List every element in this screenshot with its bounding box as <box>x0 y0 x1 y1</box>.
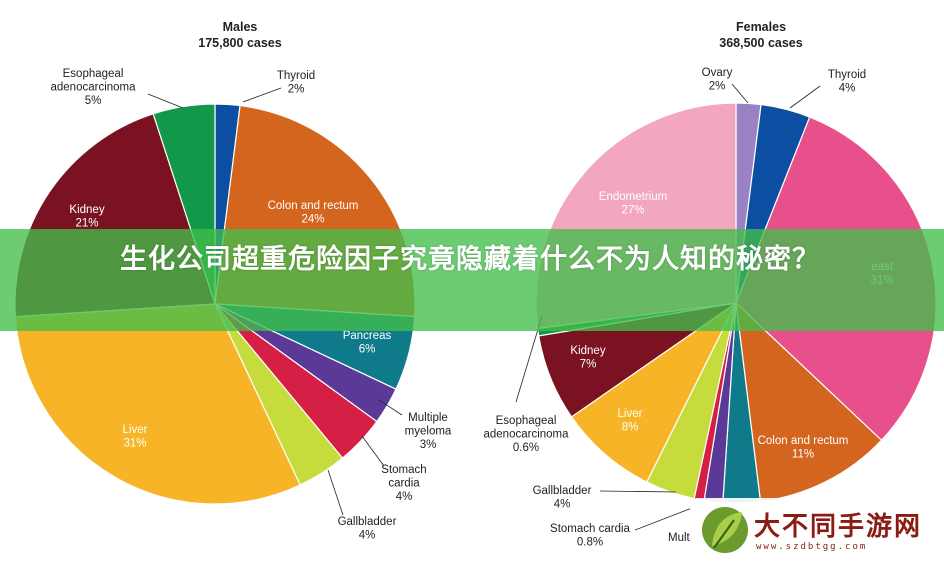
label-thyroid-line: Thyroid <box>277 70 315 82</box>
site-watermark[interactable]: 大不同手游网 www.szdbtgg.com <box>690 498 944 563</box>
label-liver-line: 8% <box>622 422 639 434</box>
label-stomach-cardia-line: Stomach cardia <box>550 523 631 535</box>
chart-subtitle: 175,800 cases <box>198 36 281 50</box>
label-colon-and-rectum: Colon and rectum 24% <box>268 200 359 226</box>
label-endometrium-line: 27% <box>621 205 644 217</box>
label-kidney: Kidney 7% <box>570 345 605 371</box>
chart-title: Males <box>223 20 258 34</box>
label-esophageal-adenocarcinoma-line: adenocarcinoma <box>483 429 569 441</box>
label-kidney-line: Kidney <box>69 204 104 216</box>
label-kidney-line: 21% <box>75 218 98 230</box>
label-stomach-cardia-line: Stomach <box>381 464 426 476</box>
leader-line-gallbladder <box>599 490 677 493</box>
leader-line-thyroid <box>789 85 821 109</box>
label-stomach-cardia-line: 0.8% <box>577 537 603 549</box>
label-gallbladder: Gallbladder 4% <box>533 485 592 511</box>
label-endometrium-line: Endometrium <box>599 191 667 203</box>
label-kidney: Kidney 21% <box>69 204 104 230</box>
label-liver: Liver 8% <box>618 408 643 434</box>
leader-line-ovary <box>731 83 749 104</box>
label-multiple-myeloma-line: Multiple <box>408 412 448 424</box>
leader-line-gallbladder <box>327 469 344 516</box>
banner-title: 生化公司超重危险因子究竟隐藏着什么不为人知的秘密？ <box>120 244 820 275</box>
label-multiple-myeloma-truncated: Multi <box>668 532 692 544</box>
label-stomach-cardia-line: 4% <box>396 491 413 503</box>
label-gallbladder-line: Gallbladder <box>533 485 592 497</box>
label-liver-line: Liver <box>123 424 148 436</box>
label-kidney-line: Kidney <box>570 345 605 357</box>
label-esophageal-adenocarcinoma-line: 5% <box>85 95 102 107</box>
slice-liver <box>570 302 737 483</box>
label-ovary-line: Ovary <box>702 67 733 79</box>
label-liver: Liver 31% <box>123 424 148 450</box>
label-thyroid-line: 4% <box>839 83 856 95</box>
label-colon-and-rectum-line: 24% <box>301 214 324 226</box>
label-pancreas-line: 6% <box>359 344 376 356</box>
label-multiple-myeloma-line: 3% <box>420 439 437 451</box>
label-thyroid: Thyroid 2% <box>277 70 315 96</box>
label-liver-line: 31% <box>123 438 146 450</box>
label-gallbladder-line: 4% <box>554 499 571 511</box>
label-gallbladder-line: 4% <box>359 530 376 542</box>
label-stomach-cardia: Stomach cardia 4% <box>381 464 426 503</box>
label-thyroid: Thyroid 4% <box>828 69 866 95</box>
title-banner: 生化公司超重危险因子究竟隐藏着什么不为人知的秘密？ <box>0 229 944 331</box>
label-liver-line: Liver <box>618 408 643 420</box>
label-esophageal-adenocarcinoma-line: Esophageal <box>496 415 557 427</box>
label-ovary: Ovary 2% <box>702 67 733 93</box>
label-thyroid-line: 2% <box>288 84 305 96</box>
label-esophageal-adenocarcinoma: Esophageal adenocarcinoma 5% <box>50 68 136 107</box>
watermark-site-name: 大不同手游网 <box>754 512 923 542</box>
label-gallbladder-line: Gallbladder <box>338 516 397 528</box>
label-esophageal-adenocarcinoma: Esophageal adenocarcinoma 0.6% <box>483 415 569 454</box>
label-thyroid-line: Thyroid <box>828 69 866 81</box>
leader-line-stomach-cardia <box>634 507 693 531</box>
slice-liver <box>14 303 301 505</box>
label-multiple-myeloma-line: myeloma <box>405 426 452 438</box>
watermark-site-url: www.szdbtgg.com <box>756 542 868 552</box>
label-stomach-cardia-line: cardia <box>388 478 420 490</box>
chart-subtitle: 368,500 cases <box>719 36 802 50</box>
leader-line-stomach-cardia <box>361 435 385 467</box>
label-multiple-myeloma: Multiple myeloma 3% <box>405 412 452 451</box>
leaf-logo-icon <box>702 507 748 553</box>
label-ovary-line: 2% <box>709 81 726 93</box>
label-colon-and-rectum-line: Colon and rectum <box>268 200 359 212</box>
leader-line-esophageal-adenocarcinoma <box>147 93 184 109</box>
label-esophageal-adenocarcinoma-line: adenocarcinoma <box>50 82 136 94</box>
label-colon-and-rectum-line: Colon and rectum <box>758 435 849 447</box>
label-colon-and-rectum-line: 11% <box>792 449 814 461</box>
label-pancreas-line: Pancreas <box>343 330 392 342</box>
label-pancreas: Pancreas 6% <box>343 330 392 356</box>
label-gallbladder: Gallbladder 4% <box>338 516 397 542</box>
label-kidney-line: 7% <box>580 359 597 371</box>
chart-title: Females <box>736 20 786 34</box>
label-stomach-cardia: Stomach cardia 0.8% <box>550 523 631 549</box>
label-esophageal-adenocarcinoma-line: 0.6% <box>513 442 539 454</box>
leader-line-thyroid <box>242 87 282 103</box>
leader-line-multiple-myeloma <box>378 399 403 416</box>
label-endometrium: Endometrium 27% <box>599 191 667 217</box>
label-esophageal-adenocarcinoma-line: Esophageal <box>63 68 124 80</box>
label-colon-and-rectum: Colon and rectum 11% <box>758 435 849 461</box>
